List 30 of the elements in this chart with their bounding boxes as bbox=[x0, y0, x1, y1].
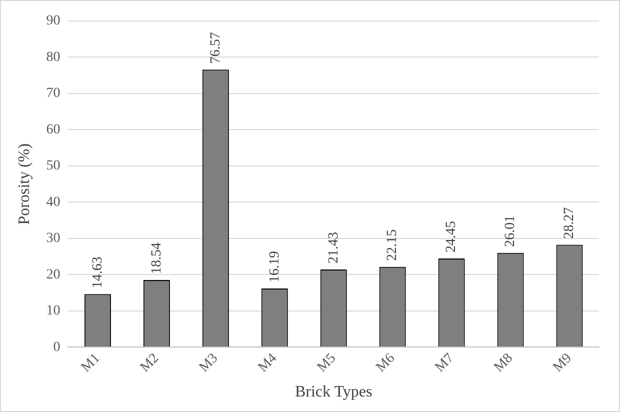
y-tick-label: 40 bbox=[46, 194, 60, 210]
x-tick-label: M4 bbox=[256, 350, 280, 376]
data-label: 22.15 bbox=[385, 229, 400, 261]
y-tick-label: 50 bbox=[46, 158, 60, 174]
y-tick-label: 10 bbox=[46, 304, 60, 319]
x-tick-label: M9 bbox=[550, 350, 575, 376]
x-tick-label: M7 bbox=[432, 350, 457, 376]
y-tick-label: 90 bbox=[46, 14, 60, 29]
x-tick-label: M6 bbox=[374, 350, 398, 376]
y-tick-label: 30 bbox=[46, 231, 60, 246]
y-tick-label: 20 bbox=[46, 267, 60, 282]
data-label: 28.27 bbox=[562, 207, 578, 239]
data-label: 14.63 bbox=[90, 256, 106, 288]
data-label: 24.45 bbox=[444, 221, 460, 253]
x-tick-label: M1 bbox=[78, 350, 104, 376]
x-axis-title: Brick Types bbox=[294, 384, 372, 401]
y-tick-label: 80 bbox=[46, 50, 60, 65]
y-axis-title: Porosity (%) bbox=[16, 143, 33, 225]
x-tick-label: M8 bbox=[492, 350, 516, 376]
data-label: 76.57 bbox=[208, 32, 224, 64]
data-label: 18.54 bbox=[149, 242, 164, 274]
x-tick-label: M2 bbox=[138, 350, 162, 376]
y-tick-label: 70 bbox=[46, 86, 60, 102]
x-tick-label: M3 bbox=[196, 350, 222, 376]
data-label: 21.43 bbox=[326, 232, 342, 264]
x-tick-label: M5 bbox=[314, 350, 340, 376]
data-label: 26.01 bbox=[503, 215, 518, 247]
data-label: 16.19 bbox=[267, 250, 282, 282]
y-tick-label: 60 bbox=[46, 122, 60, 138]
y-tick-label: 0 bbox=[53, 340, 60, 355]
